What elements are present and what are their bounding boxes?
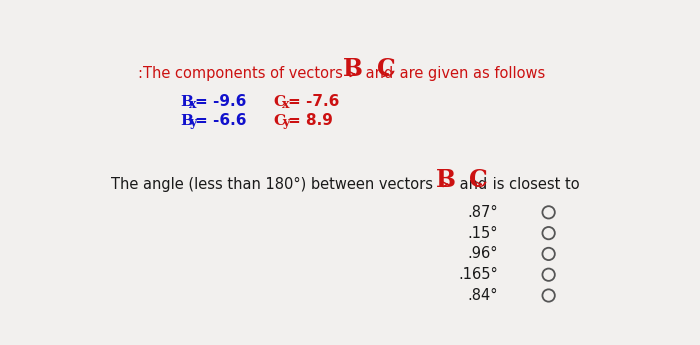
Text: B: B <box>181 95 193 109</box>
Text: and: and <box>361 67 398 81</box>
Text: .96°: .96° <box>468 246 498 262</box>
Text: The angle (less than 180°) between vectors: The angle (less than 180°) between vecto… <box>111 177 433 191</box>
Text: are given as follows: are given as follows <box>395 67 545 81</box>
Text: C: C <box>377 57 395 81</box>
Text: and: and <box>455 177 491 191</box>
Text: = -6.6: = -6.6 <box>195 112 246 128</box>
Text: :The components of vectors: :The components of vectors <box>138 67 347 81</box>
Text: y: y <box>189 116 196 129</box>
Text: = -7.6: = -7.6 <box>288 94 340 109</box>
Text: x: x <box>189 98 197 111</box>
Text: C: C <box>274 95 286 109</box>
Text: is closest to: is closest to <box>488 177 580 191</box>
Text: .84°: .84° <box>468 288 498 303</box>
Text: .87°: .87° <box>468 205 498 220</box>
Text: C: C <box>274 114 286 128</box>
Text: B: B <box>342 57 363 81</box>
Text: B: B <box>181 114 193 128</box>
Text: B: B <box>435 168 456 191</box>
Text: y: y <box>282 116 289 129</box>
Text: .165°: .165° <box>458 267 498 282</box>
Text: C: C <box>470 168 489 191</box>
Text: = -9.6: = -9.6 <box>195 94 246 109</box>
Text: .15°: .15° <box>468 226 498 240</box>
Text: = 8.9: = 8.9 <box>288 112 333 128</box>
Text: x: x <box>282 98 290 111</box>
